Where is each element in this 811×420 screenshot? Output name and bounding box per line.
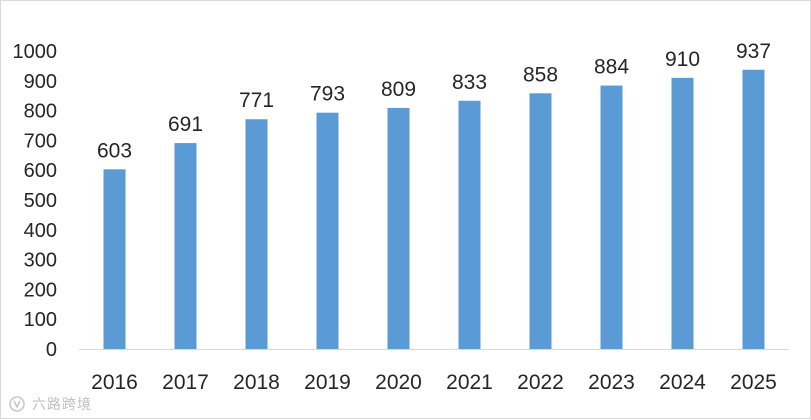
x-tick-label: 2023 xyxy=(588,371,635,394)
data-label: 793 xyxy=(310,83,345,106)
x-tick-label: 2017 xyxy=(162,371,209,394)
data-label: 603 xyxy=(97,139,132,162)
y-tick-label: 1000 xyxy=(13,41,58,63)
x-tick-label: 2020 xyxy=(375,371,422,394)
watermark: 六路跨境 xyxy=(8,393,92,415)
y-tick-label: 300 xyxy=(24,250,57,272)
y-tick-label: 500 xyxy=(24,190,57,212)
y-axis-labels: 0 100 200 300 400 500 600 700 800 900 1000 xyxy=(13,41,58,361)
x-tick-label: 2019 xyxy=(304,371,351,394)
data-label: 884 xyxy=(594,56,629,79)
x-tick-label: 2025 xyxy=(730,371,777,394)
bars xyxy=(103,69,765,350)
bar xyxy=(529,93,552,349)
watermark-logo-icon xyxy=(9,396,25,412)
y-tick-label: 900 xyxy=(24,71,57,93)
bar xyxy=(600,85,623,350)
x-tick-label: 2018 xyxy=(233,371,280,394)
x-tick-label: 2022 xyxy=(517,371,564,394)
x-axis-labels: 2016 2017 2018 2019 2020 2021 2022 2023 2024 2025 xyxy=(91,371,777,394)
bar xyxy=(316,112,339,349)
x-tick-label: 2021 xyxy=(446,371,493,394)
data-labels: 603 691 771 793 809 833 858 884 910 937 xyxy=(97,40,771,163)
data-label: 771 xyxy=(239,89,274,112)
y-tick-label: 600 xyxy=(24,160,57,182)
data-label: 858 xyxy=(523,63,558,86)
data-label: 691 xyxy=(168,113,203,136)
watermark-text: 六路跨境 xyxy=(32,396,92,412)
bar xyxy=(742,69,765,350)
y-tick-label: 400 xyxy=(24,220,57,242)
bar xyxy=(671,77,694,349)
bar xyxy=(103,169,126,349)
data-label: 833 xyxy=(452,71,487,94)
bar xyxy=(174,143,197,349)
bar xyxy=(245,119,268,349)
y-tick-label: 100 xyxy=(24,309,57,331)
y-tick-label: 200 xyxy=(24,279,57,301)
y-tick-label: 700 xyxy=(24,130,57,152)
data-label: 809 xyxy=(381,78,416,101)
bar xyxy=(387,107,410,349)
y-tick-label: 800 xyxy=(24,101,57,123)
y-tick-label: 0 xyxy=(46,339,57,361)
data-label: 910 xyxy=(665,48,700,71)
data-label: 937 xyxy=(736,40,771,63)
x-tick-label: 2016 xyxy=(91,371,138,394)
x-tick-label: 2024 xyxy=(659,371,706,394)
bar xyxy=(458,100,481,350)
